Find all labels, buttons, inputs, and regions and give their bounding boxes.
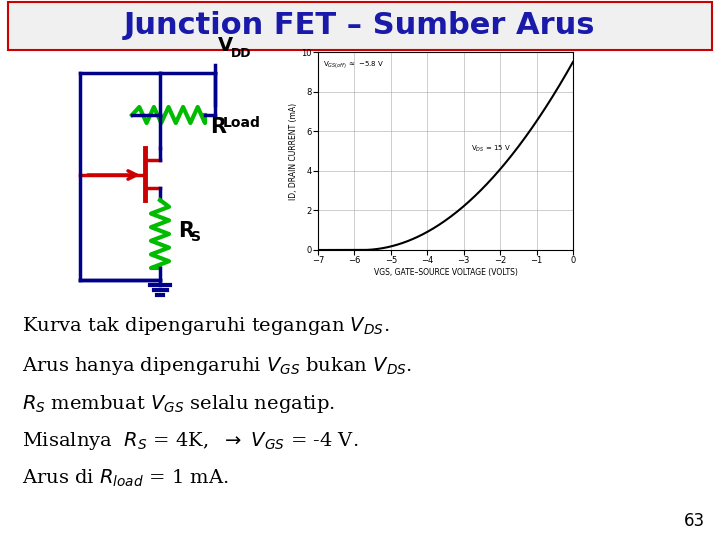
Text: $R_S$ membuat $V_{GS}$ selalu negatip.: $R_S$ membuat $V_{GS}$ selalu negatip. <box>22 393 335 415</box>
Text: Junction FET – Sumber Arus: Junction FET – Sumber Arus <box>125 11 595 40</box>
Text: Misalnya  $R_S$ = 4K,  $\rightarrow$ $V_{GS}$ = -4 V.: Misalnya $R_S$ = 4K, $\rightarrow$ $V_{G… <box>22 430 359 452</box>
Text: V: V <box>218 36 233 55</box>
FancyBboxPatch shape <box>8 2 712 50</box>
Text: Kurva tak dipengaruhi tegangan $V_{DS}$.: Kurva tak dipengaruhi tegangan $V_{DS}$. <box>22 315 390 337</box>
X-axis label: VGS, GATE–SOURCE VOLTAGE (VOLTS): VGS, GATE–SOURCE VOLTAGE (VOLTS) <box>374 268 518 277</box>
Text: 63: 63 <box>684 512 705 530</box>
Text: DD: DD <box>231 47 251 60</box>
Text: Load: Load <box>223 116 261 130</box>
Text: R: R <box>178 221 194 241</box>
Text: V$_{GS(off)}$ $\approx$ $-$5.8 V: V$_{GS(off)}$ $\approx$ $-$5.8 V <box>323 59 384 70</box>
Text: S: S <box>191 230 201 244</box>
Text: Arus hanya dipengaruhi $V_{GS}$ bukan $V_{DS}$.: Arus hanya dipengaruhi $V_{GS}$ bukan $V… <box>22 355 412 377</box>
Text: R: R <box>210 117 226 137</box>
Y-axis label: ID, DRAIN CURRENT (mA): ID, DRAIN CURRENT (mA) <box>289 103 299 200</box>
Text: Arus di $R_{load}$ = 1 mA.: Arus di $R_{load}$ = 1 mA. <box>22 468 229 489</box>
Text: V$_{DS}$ = 15 V: V$_{DS}$ = 15 V <box>471 144 511 154</box>
